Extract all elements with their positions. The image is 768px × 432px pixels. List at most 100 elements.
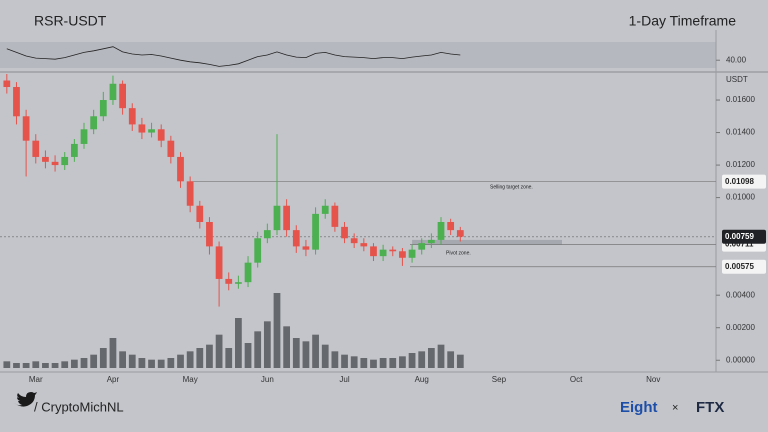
candle-body — [13, 87, 20, 117]
candle-body — [350, 238, 358, 244]
level-label: 0.00575 — [725, 262, 754, 271]
volume-bar — [157, 359, 165, 368]
candle-body — [331, 205, 339, 227]
volume-bar — [379, 358, 387, 368]
volume-bar — [418, 351, 426, 368]
y-tick-label: 0.01400 — [726, 128, 755, 137]
volume-bar — [148, 359, 155, 368]
volume-bar — [302, 341, 310, 368]
volume-bar — [437, 344, 445, 368]
candle-body — [292, 230, 300, 247]
level-label-box — [722, 259, 766, 274]
pivot-zone — [412, 239, 562, 245]
volume-bar — [167, 358, 175, 368]
x-tick-label: Jun — [261, 375, 274, 384]
candle-body — [51, 161, 59, 166]
y-tick-label: 0.01200 — [726, 160, 755, 169]
x-tick-label: Sep — [492, 375, 507, 384]
footer-times: × — [672, 402, 678, 414]
volume-bar — [51, 363, 59, 368]
volume-bar — [456, 354, 464, 368]
chart-subtitle: 1-Day Timeframe — [629, 13, 737, 29]
volume-bar — [341, 354, 348, 368]
candle-body — [128, 108, 136, 125]
volume-bar — [225, 348, 233, 368]
candle-body — [408, 249, 416, 258]
volume-bar — [312, 334, 319, 368]
candle-body — [138, 124, 146, 133]
volume-bar — [263, 321, 271, 368]
candle-body — [177, 156, 184, 182]
candle-body — [456, 230, 464, 237]
volume-bar — [119, 351, 126, 368]
chart-title: RSR-USDT — [34, 13, 107, 29]
candle-body — [273, 205, 281, 231]
volume-bar — [177, 354, 184, 368]
candle-body — [225, 278, 233, 284]
rsi-tick-label: 40.00 — [726, 55, 747, 64]
candle-body — [99, 100, 107, 117]
candle-body — [206, 222, 213, 247]
candle-body — [42, 156, 49, 162]
rsi-line — [6, 46, 461, 67]
candle-body — [370, 246, 377, 257]
candle-body — [22, 116, 30, 141]
level-label: 0.01098 — [725, 177, 754, 186]
x-tick-label: Oct — [570, 375, 583, 384]
volume-bar — [244, 343, 252, 368]
candle-body — [196, 205, 204, 222]
volume-bar — [42, 363, 49, 368]
candle-body — [215, 246, 223, 279]
footer-partner: FTX — [696, 399, 724, 416]
volume-bar — [370, 359, 377, 368]
candle-body — [90, 116, 98, 130]
y-tick-label: 0.00200 — [726, 323, 755, 332]
last-price-label: 0.00759 — [725, 232, 754, 241]
level-label-box — [722, 174, 766, 189]
volume-bar — [408, 353, 416, 368]
x-tick-label: Mar — [29, 375, 43, 384]
volume-bar — [254, 331, 262, 368]
volume-bar — [61, 361, 69, 368]
x-tick-label: Apr — [107, 375, 120, 384]
volume-bar — [196, 348, 204, 368]
candle-body — [379, 249, 387, 257]
y-tick-label: 0.01000 — [726, 193, 755, 202]
candle-body — [157, 129, 165, 141]
volume-bar — [186, 351, 194, 368]
volume-bar — [13, 363, 20, 368]
candle-body — [80, 129, 88, 144]
candle-body — [235, 282, 242, 284]
volume-bar — [80, 358, 88, 368]
volume-bar — [206, 344, 213, 368]
candle-body — [254, 238, 262, 263]
candle-body — [61, 156, 69, 166]
candle-body — [244, 262, 252, 283]
volume-bar — [128, 354, 136, 368]
level-label: 0.00711 — [725, 240, 754, 249]
volume-bar — [292, 338, 300, 368]
candle-body — [263, 230, 271, 239]
volume-bar — [32, 361, 40, 368]
y-tick-label: 0.00400 — [726, 290, 755, 299]
volume-bar — [22, 363, 30, 368]
candle-body — [119, 83, 126, 109]
candle-body — [427, 239, 435, 244]
candle-body — [148, 129, 155, 133]
volume-bar — [235, 318, 242, 368]
candle-body — [399, 251, 406, 258]
volume-bar — [399, 356, 406, 368]
volume-bar — [109, 338, 117, 368]
volume-bar — [350, 356, 358, 368]
candle-body — [109, 83, 117, 101]
footer-handle: / CryptoMichNL — [34, 399, 124, 414]
candle-body — [302, 246, 310, 250]
volume-bar — [3, 361, 11, 368]
candle-body — [321, 205, 329, 214]
candle-body — [447, 222, 455, 231]
volume-bar — [99, 348, 107, 368]
twitter-icon — [14, 392, 37, 407]
footer-brand: Eight — [620, 399, 658, 416]
